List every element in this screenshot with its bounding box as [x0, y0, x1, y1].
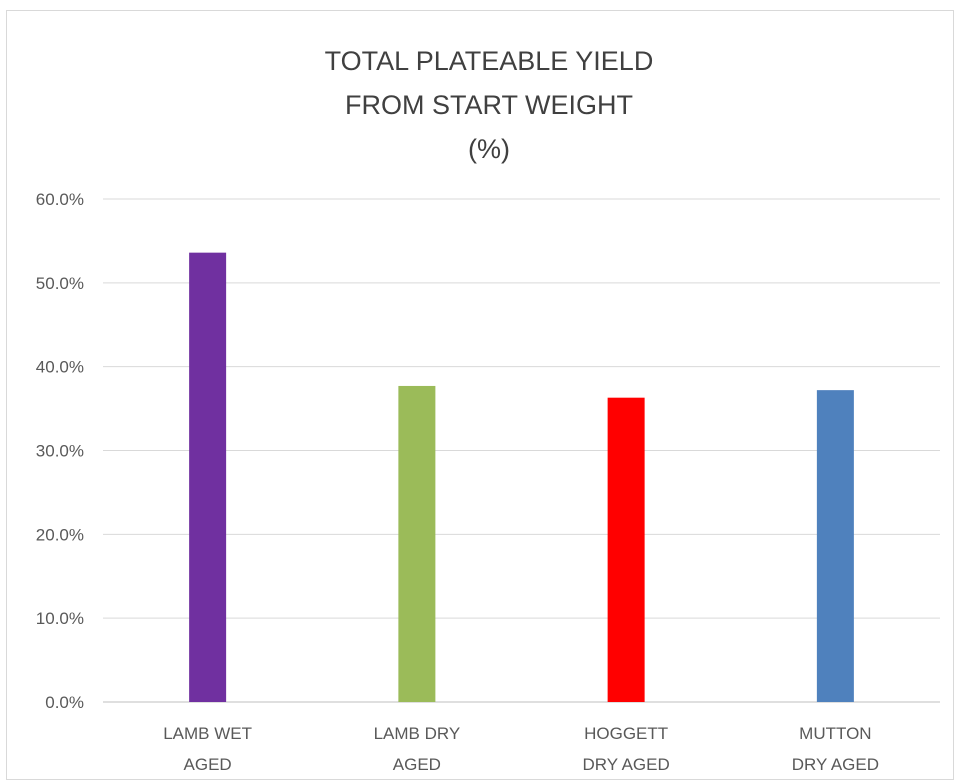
x-category-label: LAMB DRY — [374, 724, 461, 743]
y-tick-label: 10.0% — [36, 609, 84, 628]
bar-hoggett-dry-aged — [607, 397, 645, 702]
x-category-label: LAMB WET — [163, 724, 252, 743]
gridlines — [103, 198, 940, 703]
x-category-label: DRY AGED — [792, 755, 879, 774]
x-axis-category-labels: LAMB WET AGED LAMB DRY AGED HOGGETT DRY AGED M… — [163, 724, 879, 774]
x-category-label: MUTTON — [799, 724, 871, 743]
bar-mutton-dry-aged — [816, 390, 854, 702]
y-tick-label: 40.0% — [36, 358, 84, 377]
bar-lamb-dry-aged — [398, 385, 436, 702]
x-category-label: DRY AGED — [583, 755, 670, 774]
x-category-label: HOGGETT — [584, 724, 668, 743]
bars — [189, 252, 854, 703]
y-tick-label: 60.0% — [36, 190, 84, 209]
x-category-label: AGED — [184, 755, 232, 774]
y-tick-label: 50.0% — [36, 274, 84, 293]
chart-title-line-2: FROM START WEIGHT — [345, 90, 633, 120]
chart-title-line-1: TOTAL PLATEABLE YIELD — [325, 46, 654, 76]
x-category-label: AGED — [393, 755, 441, 774]
y-tick-label: 0.0% — [45, 693, 84, 712]
y-tick-label: 30.0% — [36, 442, 84, 461]
chart-title: TOTAL PLATEABLE YIELD FROM START WEIGHT (%… — [325, 46, 654, 164]
bar-lamb-wet-aged — [189, 252, 227, 703]
chart-title-line-3: (%) — [468, 134, 510, 164]
chart-frame — [6, 10, 954, 780]
y-tick-label: 20.0% — [36, 525, 84, 544]
y-axis-tick-labels: 0.0% 10.0% 20.0% 30.0% 40.0% 50.0% 60.0% — [36, 190, 84, 712]
